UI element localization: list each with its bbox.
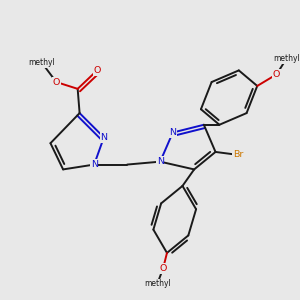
- Text: N: N: [91, 160, 98, 169]
- Text: Br: Br: [232, 150, 243, 159]
- Text: methyl: methyl: [144, 280, 171, 289]
- Text: O: O: [52, 77, 60, 86]
- Text: O: O: [93, 66, 101, 75]
- Text: O: O: [273, 70, 280, 79]
- Text: O: O: [159, 264, 167, 273]
- Text: methyl: methyl: [28, 58, 55, 67]
- Text: N: N: [157, 157, 164, 166]
- Text: N: N: [100, 133, 107, 142]
- Text: N: N: [169, 128, 176, 137]
- Text: methyl: methyl: [273, 54, 300, 63]
